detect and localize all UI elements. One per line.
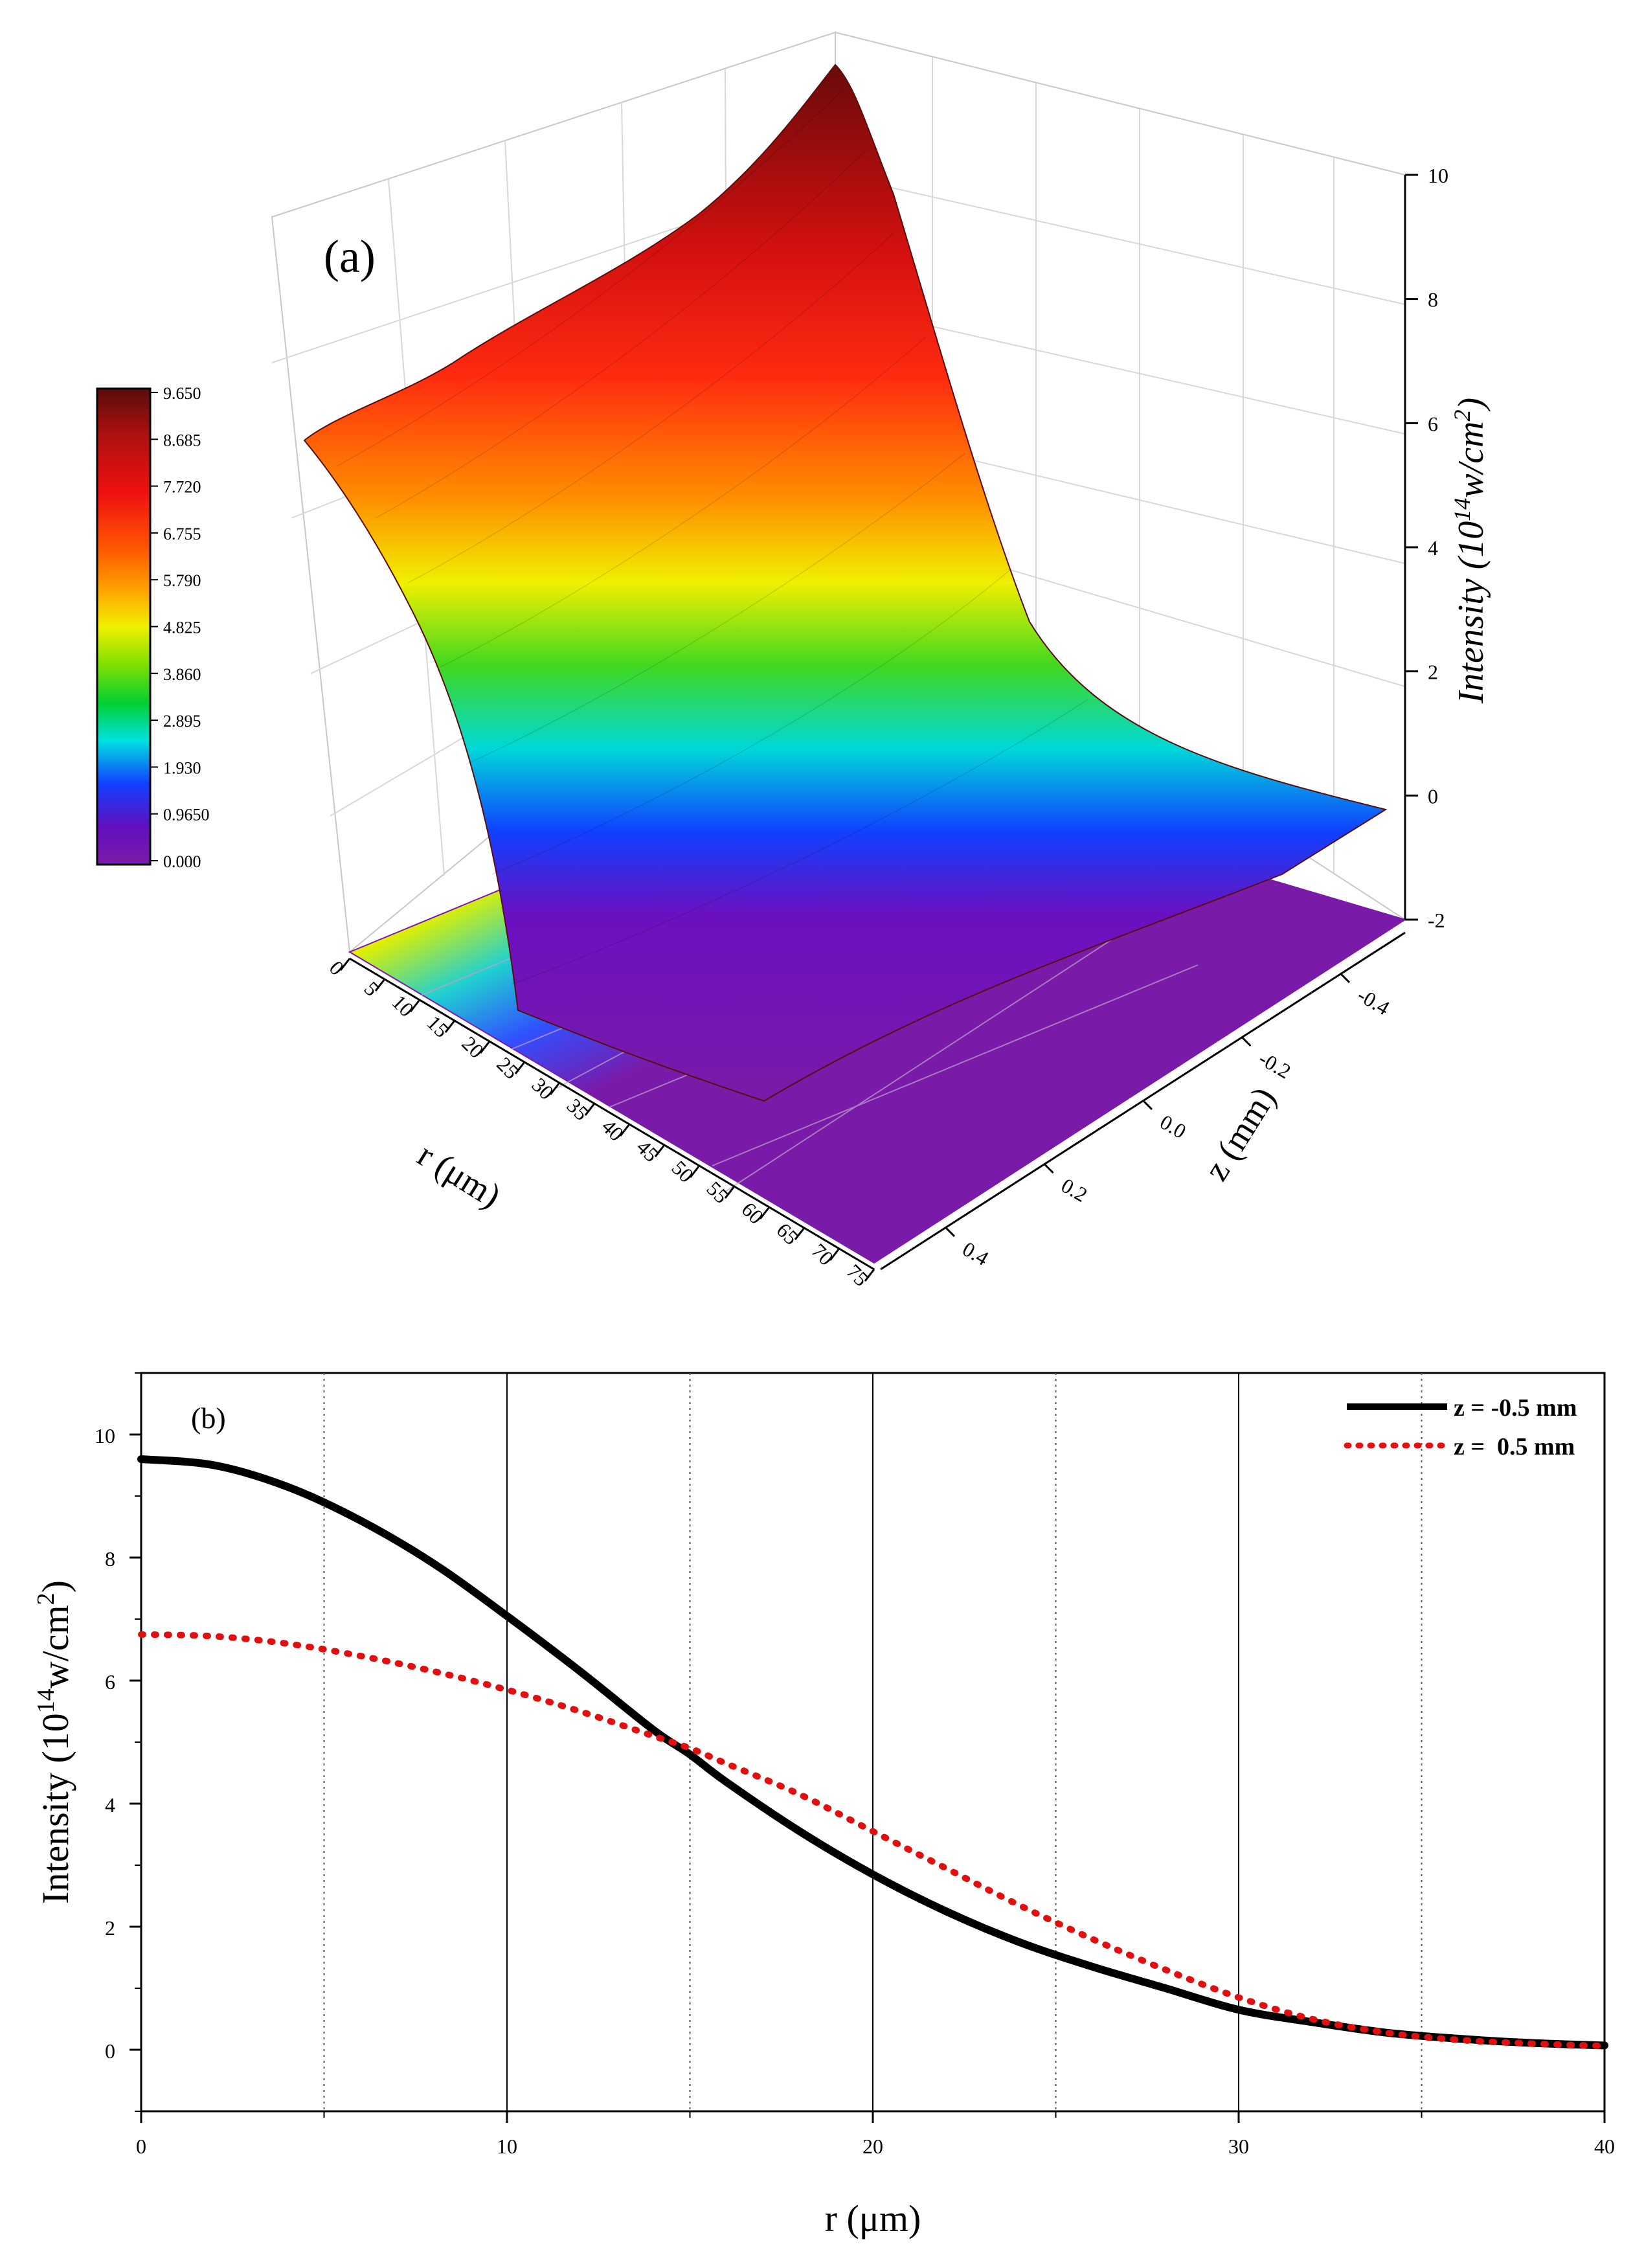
panel-b-label: (b) — [191, 1401, 226, 1435]
colorbar-tick-label: 5.790 — [163, 571, 201, 590]
r-tick-label: 60 — [737, 1197, 768, 1229]
intensity-tick-label: -2 — [1428, 909, 1445, 932]
z-tick-label: 0.0 — [1156, 1110, 1191, 1143]
z-tick-mark — [1043, 1162, 1054, 1174]
colorbar-tick-label: 1.930 — [163, 758, 201, 777]
r-tick-mark — [514, 1061, 526, 1074]
intensity-axis-label: Intensity (1014w/cm2) — [1449, 398, 1491, 704]
x-tick-label: 10 — [497, 2135, 517, 2158]
x-tick-label: 0 — [136, 2135, 146, 2158]
z-tick-mark — [944, 1226, 956, 1238]
r-tick-mark — [759, 1207, 771, 1219]
z-tick-mark — [1142, 1099, 1153, 1111]
r-tick-mark — [864, 1269, 875, 1282]
colorbar: 9.650 8.685 7.720 6.755 5.790 4.825 3.860 2.895… — [96, 384, 210, 871]
y-tick-label: 0 — [105, 2039, 115, 2063]
colorbar-tick-label: 8.685 — [163, 431, 201, 449]
r-tick-mark — [724, 1186, 736, 1199]
intensity-tick-label: 0 — [1428, 784, 1438, 808]
z-axis-label: z (mm) — [1197, 1080, 1283, 1187]
colorbar-tick-label: 3.860 — [163, 665, 201, 684]
r-tick-mark — [409, 999, 421, 1012]
legend-label-z-minus-0-5: z = -0.5 mm — [1454, 1394, 1577, 1422]
r-tick-label: 30 — [527, 1073, 558, 1104]
colorbar-gradient — [96, 387, 152, 866]
y-axis-label: Intensity (1014w/cm2) — [32, 1580, 76, 1904]
r-tick-label: 50 — [667, 1156, 698, 1187]
r-tick-mark — [689, 1165, 701, 1178]
y-tick-label: 4 — [105, 1793, 115, 1817]
r-tick-mark — [654, 1144, 666, 1157]
colorbar-tick-label: 0.9650 — [163, 806, 210, 824]
x-axis-label: r (μm) — [825, 2197, 921, 2240]
z-tick-mark — [1339, 972, 1351, 984]
intensity-axis: -2 0 2 4 6 8 10 Intensity (1014w/cm2) — [1404, 164, 1491, 932]
x-tick-label: 30 — [1228, 2135, 1249, 2158]
z-tick-label: 0.2 — [1057, 1174, 1092, 1207]
intensity-tick-label: 4 — [1428, 536, 1438, 560]
r-tick-label: 5 — [360, 977, 384, 1001]
legend-label-z-plus-0-5: z = 0.5 mm — [1454, 1433, 1575, 1460]
intensity-tick-label: 6 — [1428, 412, 1438, 435]
r-tick-mark — [339, 958, 351, 971]
r-tick-label: 15 — [422, 1011, 453, 1042]
r-tick-label: 10 — [387, 990, 418, 1021]
y-tick-label: 2 — [105, 1916, 115, 1940]
series-line-z-plus-0-5 — [138, 1631, 1608, 2050]
x-tick-label: 20 — [862, 2135, 883, 2158]
colorbar-tick-label: 7.720 — [163, 478, 201, 497]
r-axis-label: r (μm) — [411, 1135, 508, 1216]
r-tick-mark — [584, 1103, 596, 1116]
r-tick-label: 75 — [842, 1260, 873, 1291]
colorbar-tick-label: 9.650 — [163, 384, 201, 403]
r-tick-label: 40 — [597, 1115, 628, 1146]
r-tick-label: 0 — [325, 956, 349, 980]
line-chart-panel: 0 2 4 6 8 10 0 10 20 30 40 (b) z = -0.5 mm z = 0.… — [32, 1372, 1615, 2240]
intensity-tick-label: 2 — [1428, 661, 1438, 684]
y-tick-label: 8 — [105, 1547, 115, 1571]
surface-mesh — [336, 90, 1088, 985]
y-tick-label: 6 — [105, 1670, 115, 1694]
intensity-tick-label: 10 — [1428, 164, 1448, 187]
colorbar-tick-label: 4.825 — [163, 618, 201, 637]
x-tick-label: 40 — [1594, 2135, 1615, 2158]
r-tick-label: 55 — [702, 1177, 733, 1208]
r-tick-mark — [794, 1227, 805, 1240]
panel-a-label: (a) — [324, 231, 376, 282]
legend: z = -0.5 mm z = 0.5 mm — [1344, 1394, 1577, 1460]
r-tick-mark — [444, 1020, 456, 1033]
r-tick-label: 20 — [457, 1032, 488, 1063]
r-tick-mark — [549, 1082, 561, 1095]
z-tick-mark — [1241, 1036, 1252, 1047]
r-tick-label: 45 — [632, 1135, 663, 1166]
r-tick-label: 65 — [772, 1218, 803, 1249]
intensity-tick-label: 8 — [1428, 288, 1438, 312]
intensity-surface — [303, 63, 1388, 1102]
r-tick-mark — [619, 1124, 631, 1137]
z-tick-label: -0.2 — [1255, 1047, 1295, 1083]
colorbar-tick-label: 6.755 — [163, 525, 201, 543]
colorbar-tick-label: 2.895 — [163, 712, 201, 731]
y-tick-label: 10 — [95, 1424, 115, 1447]
r-tick-label: 70 — [807, 1239, 838, 1270]
r-tick-label: 35 — [562, 1094, 593, 1125]
r-tick-mark — [374, 979, 386, 992]
colorbar-tick-label: 0.000 — [163, 852, 201, 871]
r-tick-label: 25 — [492, 1052, 523, 1083]
z-tick-label: -0.4 — [1354, 983, 1394, 1020]
z-tick-label: 0.4 — [959, 1237, 993, 1270]
r-tick-mark — [479, 1041, 491, 1054]
r-tick-mark — [829, 1248, 840, 1261]
